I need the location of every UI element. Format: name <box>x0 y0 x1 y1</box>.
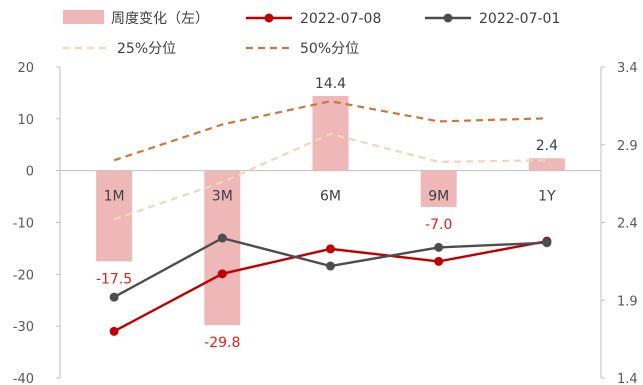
marker-2022-07-01 <box>217 233 227 243</box>
category-label: 1M <box>104 189 125 205</box>
left-tick-label: -10 <box>13 217 34 232</box>
left-tick-label: -30 <box>13 320 34 335</box>
marker-2022-07-01 <box>326 261 335 271</box>
left-tick-label: -20 <box>13 268 34 283</box>
legend-label: 50%分位 <box>300 41 359 57</box>
bar-series <box>96 96 565 326</box>
bar-value-label: -17.5 <box>96 271 132 287</box>
category-label: 6M <box>320 189 341 205</box>
right-tick-label: 1.9 <box>617 294 638 309</box>
line-50%分位 <box>113 100 547 162</box>
left-tick-label: 0 <box>26 165 34 180</box>
data-labels: 1M 3M 6M 9M 1Y -17.5 -29.8 14.4 -7.0 2.4 <box>96 76 558 351</box>
right-tick-label: 3.4 <box>617 61 638 76</box>
marker-2022-07-08 <box>434 256 444 266</box>
marker-2022-07-01 <box>109 292 119 302</box>
bar-1Y <box>528 158 565 171</box>
bar-9M <box>420 170 457 207</box>
bar-value-label: -7.0 <box>425 217 452 233</box>
bar-value-label: -29.8 <box>204 335 240 351</box>
left-tick-label: 10 <box>17 113 34 128</box>
legend-label: 25%分位 <box>117 41 176 57</box>
bar-value-label: 2.4 <box>536 138 558 154</box>
bar-3M <box>204 170 241 326</box>
marker-2022-07-08 <box>326 244 335 254</box>
legend-label: 周度变化（左） <box>111 11 209 27</box>
bar-value-label: 14.4 <box>315 76 346 92</box>
marker-2022-07-01 <box>434 242 444 252</box>
line-2022-07-08 <box>113 240 548 333</box>
category-label: 9M <box>428 189 449 205</box>
chart-legend: 周度变化（左） 2022-07-08 2022-07-01 25%分位 50%分位 <box>63 10 560 57</box>
line-series <box>109 100 552 336</box>
legend-swatch-marker <box>264 13 274 23</box>
chart-axes: 20 10 0 -10 -20 -30 -40 3.4 2.9 2.4 1.9 1.4 <box>13 61 638 385</box>
legend-label: 2022-07-08 <box>300 11 381 27</box>
line-25%分位 <box>113 132 547 221</box>
legend-swatch-bar <box>63 10 104 24</box>
right-tick-label: 1.4 <box>617 372 638 385</box>
left-tick-label: -40 <box>13 372 34 385</box>
left-tick-label: 20 <box>17 61 34 76</box>
marker-2022-07-08 <box>217 269 227 279</box>
right-tick-label: 2.9 <box>617 139 638 154</box>
category-label: 1Y <box>538 189 556 205</box>
marker-2022-07-08 <box>109 326 119 336</box>
marker-2022-07-01 <box>542 238 552 248</box>
category-label: 3M <box>212 189 233 205</box>
right-tick-label: 2.4 <box>617 217 638 232</box>
legend-label: 2022-07-01 <box>479 11 560 27</box>
legend-swatch-marker <box>443 13 453 23</box>
